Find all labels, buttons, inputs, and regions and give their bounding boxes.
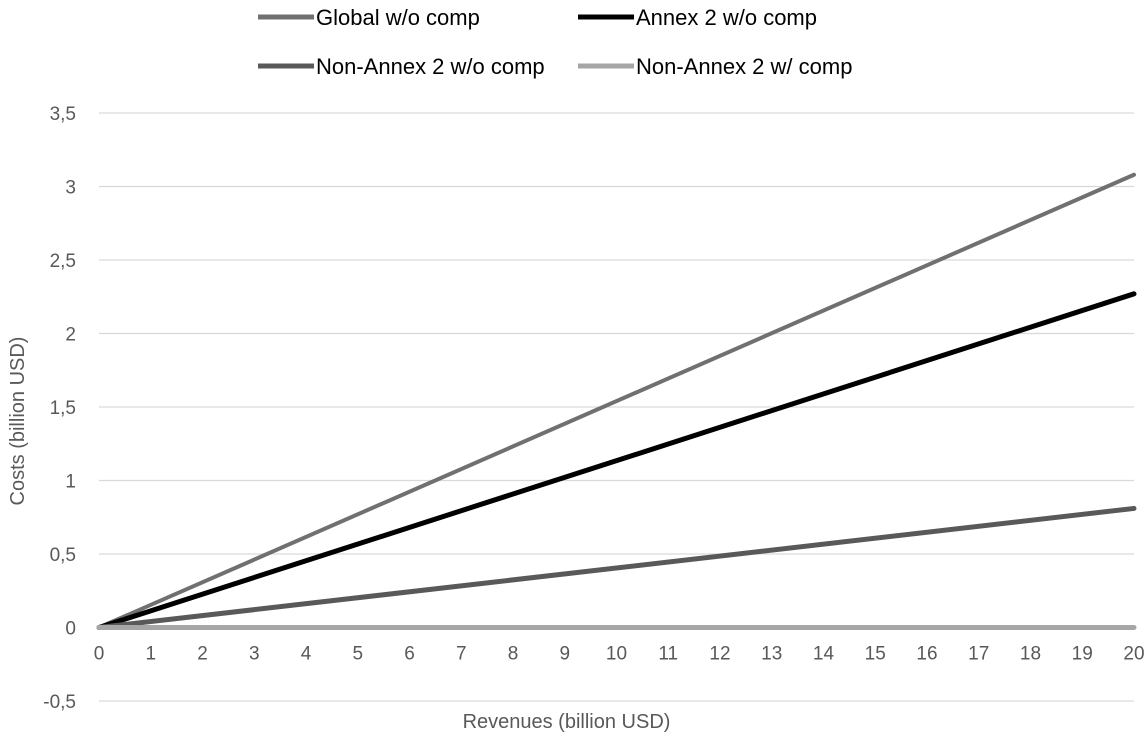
y-axis-title: Costs (billion USD) xyxy=(7,337,29,506)
y-tick-label: 0 xyxy=(65,619,76,640)
y-tick-label: 2,5 xyxy=(50,251,76,272)
x-tick-label: 13 xyxy=(761,644,782,665)
x-tick-label: 9 xyxy=(559,644,570,665)
x-tick-label: 1 xyxy=(145,644,156,665)
x-tick-label: 3 xyxy=(249,644,260,665)
x-tick-label: 12 xyxy=(709,644,730,665)
x-tick-label: 15 xyxy=(865,644,886,665)
x-tick-label: 7 xyxy=(456,644,467,665)
x-tick-label: 16 xyxy=(916,644,937,665)
x-tick-label: 6 xyxy=(404,644,415,665)
series-line-global-w-o-comp xyxy=(97,172,1136,630)
x-tick-label: 10 xyxy=(606,644,627,665)
x-tick-label: 20 xyxy=(1123,644,1144,665)
legend-item: Global w/o comp xyxy=(258,5,480,30)
x-tick-label: 19 xyxy=(1072,644,1093,665)
legend-label: Global w/o comp xyxy=(316,5,480,30)
x-tick-label: 8 xyxy=(508,644,519,665)
gridlines xyxy=(99,112,1134,702)
y-tick-label: 0,5 xyxy=(50,545,76,566)
y-tick-label: 1 xyxy=(65,472,76,493)
y-tick-label: 2 xyxy=(65,325,76,346)
x-tick-label: 11 xyxy=(658,644,678,665)
legend-label: Annex 2 w/o comp xyxy=(636,5,817,30)
y-tick-label: 3,5 xyxy=(50,104,76,125)
x-tick-label: 18 xyxy=(1020,644,1041,665)
x-tick-labels: 0 1 2 3 4 5 6 7 8 9 10 11 12 13 14 15 16 17 18 19 20 xyxy=(94,644,1145,665)
y-tick-label: 1,5 xyxy=(50,398,76,419)
series-line-non-annex-2-w-o-comp xyxy=(96,505,1137,630)
legend-item: Non-Annex 2 w/o comp xyxy=(258,54,545,79)
legend-label: Non-Annex 2 w/o comp xyxy=(316,54,545,79)
series-line-annex-2-w-o-comp xyxy=(96,291,1137,630)
legend-item: Annex 2 w/o comp xyxy=(578,5,817,30)
y-tick-labels: -0,5 0 0,5 1 1,5 2 2,5 3 3,5 xyxy=(43,104,76,713)
x-tick-label: 5 xyxy=(352,644,363,665)
x-tick-label: 0 xyxy=(94,644,105,665)
x-tick-label: 2 xyxy=(197,644,208,665)
y-tick-label: -0,5 xyxy=(43,692,76,713)
legend-label: Non-Annex 2 w/ comp xyxy=(636,54,852,79)
x-tick-label: 4 xyxy=(301,644,312,665)
legend-item: Non-Annex 2 w/ comp xyxy=(578,54,852,79)
x-tick-label: 17 xyxy=(968,644,989,665)
x-axis-title: Revenues (billion USD) xyxy=(463,711,671,733)
y-tick-label: 3 xyxy=(65,178,76,199)
series-lines xyxy=(96,172,1137,630)
legend: Global w/o comp Annex 2 w/o comp Non-Annex… xyxy=(258,5,852,79)
x-tick-label: 14 xyxy=(813,644,835,665)
